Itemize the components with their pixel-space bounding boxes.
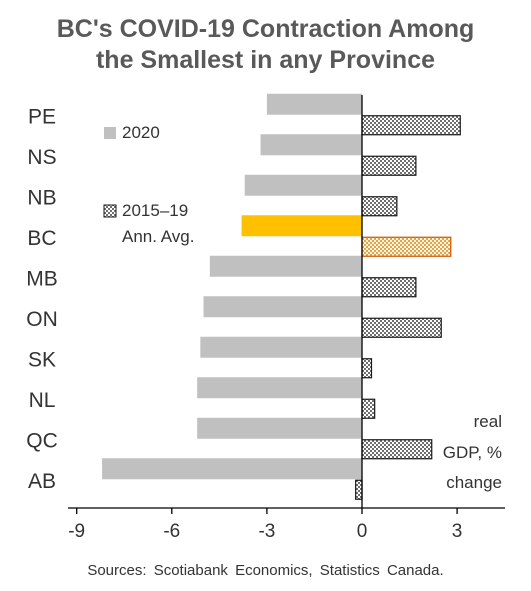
category-label-sk: SK	[28, 348, 56, 371]
bar-avg-bc	[361, 236, 452, 257]
category-label-on: ON	[26, 308, 58, 331]
bar-avg-nl	[361, 398, 376, 419]
bar-2020-ns	[260, 134, 362, 156]
category-label-nl: NL	[29, 389, 56, 412]
category-label-ns: NS	[27, 146, 56, 169]
bar-2020-ab	[102, 458, 362, 480]
legend: 2020 2015–19 Ann. Avg.	[103, 123, 194, 246]
series-2020-bars	[102, 93, 362, 480]
axis-annotation-line-0: real	[474, 412, 502, 431]
bar-2020-nl	[197, 377, 362, 399]
category-label-bc: BC	[27, 227, 56, 250]
bar-2020-nb	[244, 174, 362, 196]
category-label-nb: NB	[27, 186, 56, 209]
legend-swatch-2020	[104, 127, 116, 139]
source-note: Sources: Scotiabank Economics, Statistic…	[87, 562, 444, 579]
bar-avg-qc	[361, 439, 433, 460]
chart-title-line-2: the Smallest in any Province	[95, 46, 435, 74]
bar-avg-pe	[361, 115, 461, 136]
category-label-pe: PE	[28, 105, 56, 128]
bar-avg-ab	[355, 479, 363, 500]
x-tick-label-3: 3	[452, 521, 463, 542]
axis-annotation-line-1: GDP, %	[443, 443, 502, 462]
category-labels: PE NS NB BC MB ON SK NL QC AB	[26, 105, 58, 493]
chart-title-line-1: BC's COVID-19 Contraction Among	[56, 15, 475, 43]
series-avg-bars	[355, 115, 461, 500]
category-label-mb: MB	[26, 267, 58, 290]
legend-label-1-1: Ann. Avg.	[122, 227, 194, 246]
category-label-ab: AB	[28, 470, 56, 493]
bar-avg-ns	[361, 155, 417, 176]
x-tick-label--3: -3	[258, 521, 275, 542]
axis-annotation: real GDP, % change	[443, 412, 502, 492]
bar-avg-on	[361, 317, 442, 338]
bar-avg-nb	[361, 196, 398, 217]
bar-2020-mb	[209, 255, 362, 277]
axis-annotation-line-2: change	[446, 473, 502, 492]
x-tick-label--9: -9	[68, 521, 85, 542]
chart-title: BC's COVID-19 Contraction Among the Smal…	[0, 14, 531, 76]
bar-2020-on	[203, 296, 362, 318]
bar-avg-mb	[361, 277, 417, 298]
legend-label-0-0: 2020	[122, 123, 160, 142]
legend-swatch-avg	[103, 204, 117, 218]
legend-label-1-0: 2015–19	[122, 201, 188, 220]
bar-avg-sk	[361, 358, 373, 379]
bar-2020-bc	[241, 215, 362, 237]
bar-2020-sk	[200, 336, 362, 358]
bar-2020-qc	[197, 417, 362, 439]
bar-2020-pe	[266, 93, 362, 115]
category-label-qc: QC	[26, 429, 58, 452]
axes: -9 -6 -3 0 3	[68, 95, 505, 542]
x-tick-label--6: -6	[163, 521, 180, 542]
x-tick-label-0: 0	[357, 521, 368, 542]
